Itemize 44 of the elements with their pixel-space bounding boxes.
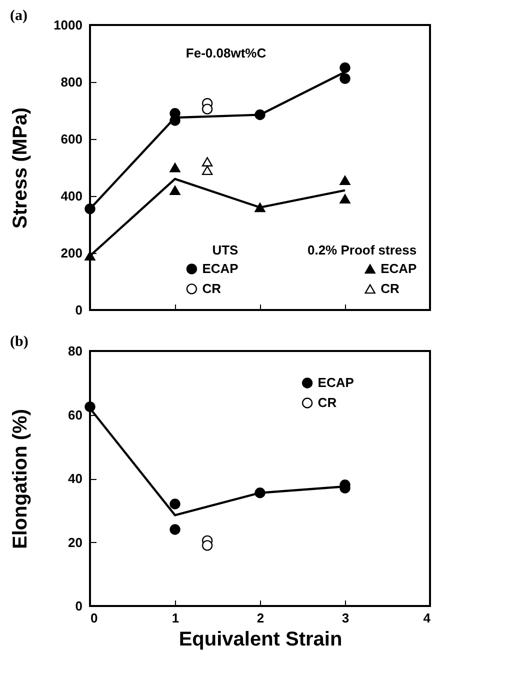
y-tick-label: 1000 [54,18,82,32]
x-tick-label: 1 [172,610,180,626]
point [170,498,180,510]
annotation: Fe-0.08wt%C [186,46,267,60]
chart-title: (b) [10,334,28,350]
y-tick-label: 60 [68,407,82,422]
point [202,540,213,551]
y-axis-title: Elongation (%) [10,409,32,549]
legend-label: CR [318,395,338,410]
legend-label: ECAP [202,260,239,276]
legend-label: CR [202,280,222,296]
x-tick-label: 3 [342,610,350,626]
point [170,524,180,535]
annotation: 0.2% Proof stress [307,242,417,258]
point [202,157,213,167]
chart-title: (a) [10,8,28,24]
point [340,176,350,186]
y-tick-label: 0 [75,598,82,614]
x-tick-label: 0 [90,610,98,626]
y-tick-label: 40 [68,471,82,486]
legend-label: ECAP [380,260,418,276]
y-tick-label: 20 [68,534,82,550]
y-tick-label: 80 [68,344,82,358]
point [170,186,180,196]
y-tick-label: 600 [60,132,82,146]
point [170,162,180,172]
point [202,166,213,176]
annotation: UTS [212,242,239,258]
point [340,73,350,84]
y-tick-label: 200 [60,246,82,260]
y-tick-label: 400 [60,188,82,204]
x-tick-label: 4 [423,610,432,626]
point [84,401,96,412]
legend-label: CR [380,280,400,296]
y-axis-title: Stress (MPa) [10,107,32,229]
y-tick-label: 0 [75,302,82,318]
point [202,104,213,114]
point [340,62,350,74]
x-axis-title: Equivalent Strain [178,628,342,650]
point [340,194,350,204]
legend-label: ECAP [318,375,354,390]
point [84,251,96,261]
y-tick-label: 800 [60,74,82,90]
x-tick-label: 2 [256,610,264,626]
